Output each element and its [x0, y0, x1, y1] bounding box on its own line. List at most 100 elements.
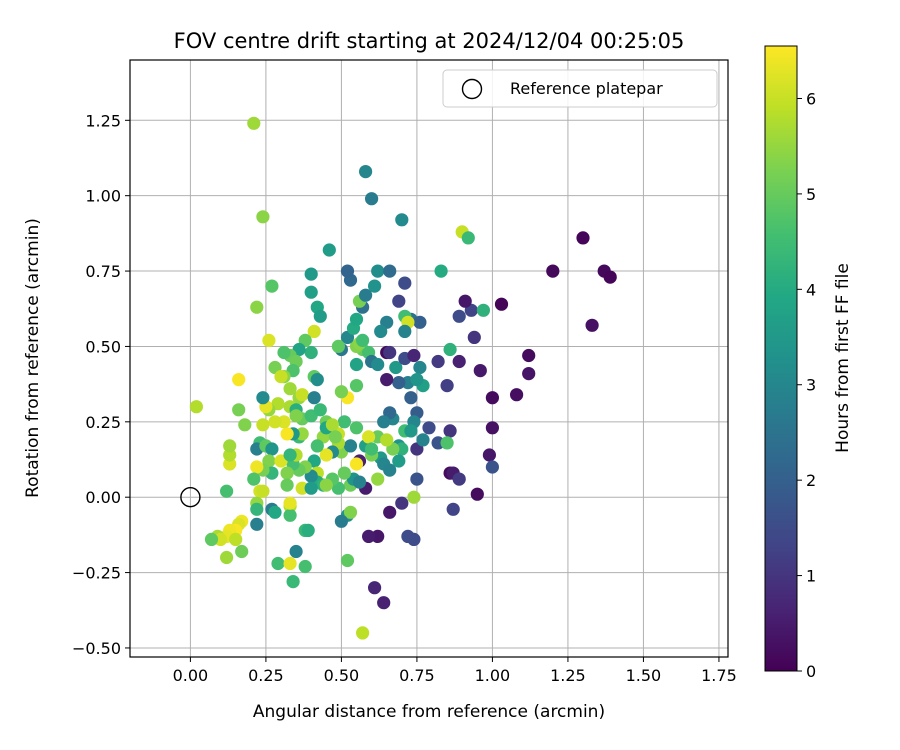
legend-box — [442, 69, 718, 108]
legend-entry-reference: Reference platepar — [510, 79, 663, 98]
data-point — [340, 553, 355, 568]
data-point — [307, 324, 321, 338]
data-point — [331, 339, 345, 353]
data-point — [334, 514, 348, 528]
reference-platepar-marker — [180, 486, 201, 508]
data-point — [340, 264, 355, 278]
data-point — [356, 626, 370, 640]
data-point — [452, 354, 466, 369]
data-point — [256, 391, 270, 405]
data-point — [268, 415, 282, 429]
data-point — [404, 391, 418, 405]
y-tick-label: −0.25 — [72, 564, 121, 583]
data-point — [407, 532, 421, 547]
data-point — [352, 475, 367, 489]
data-point — [265, 442, 279, 456]
data-point — [280, 478, 294, 492]
data-point — [295, 427, 309, 441]
colorbar: 0 1 2 3 4 5 6 Hours from first FF file — [764, 45, 853, 681]
x-tick-label: 0.25 — [248, 666, 284, 685]
data-point — [307, 391, 321, 405]
data-point — [220, 484, 234, 498]
data-point — [443, 342, 457, 357]
data-point — [434, 264, 448, 278]
y-tick-label: 1.25 — [85, 111, 121, 130]
data-point — [277, 345, 291, 360]
data-point — [389, 360, 403, 375]
data-point — [446, 502, 460, 516]
data-point — [422, 421, 436, 435]
data-point — [359, 165, 373, 179]
data-point — [546, 264, 560, 278]
data-point — [256, 418, 270, 432]
data-point — [416, 433, 430, 447]
data-point — [365, 192, 379, 206]
data-point — [250, 502, 264, 516]
data-point — [371, 357, 385, 372]
data-point — [413, 315, 427, 329]
data-point — [522, 348, 536, 363]
data-point — [235, 544, 249, 559]
colorbar-tick-label: 2 — [806, 471, 816, 490]
data-point — [289, 544, 303, 559]
data-point — [485, 421, 499, 435]
data-point — [392, 294, 406, 308]
data-point — [301, 523, 315, 538]
data-points — [189, 116, 617, 640]
data-point — [334, 385, 348, 399]
data-point — [313, 403, 327, 417]
data-point — [356, 333, 370, 347]
x-tick-label: 1.75 — [701, 666, 737, 685]
y-tick-label: 0.50 — [85, 337, 121, 356]
data-point — [359, 288, 373, 302]
data-point — [440, 436, 454, 450]
x-tick-label: 0.75 — [399, 666, 435, 685]
data-point — [461, 231, 475, 245]
data-point — [229, 532, 243, 547]
data-point — [349, 379, 364, 393]
data-point — [383, 345, 397, 360]
colorbar-tick-label: 0 — [806, 662, 816, 681]
x-axis-label: Angular distance from reference (arcmin) — [253, 702, 605, 722]
data-point — [247, 472, 261, 486]
data-point — [407, 348, 421, 363]
data-point — [398, 324, 412, 338]
data-point — [313, 309, 327, 323]
data-point — [410, 472, 424, 486]
data-point — [371, 472, 385, 486]
data-point — [377, 596, 391, 610]
data-point — [407, 490, 421, 504]
data-point — [274, 370, 288, 384]
data-point — [250, 300, 264, 314]
data-point — [232, 373, 246, 387]
data-point — [576, 231, 590, 245]
data-point — [349, 457, 364, 471]
data-point — [431, 354, 445, 369]
data-point — [603, 270, 617, 284]
colorbar-gradient — [764, 45, 798, 672]
data-point — [443, 424, 457, 438]
data-point — [280, 466, 294, 480]
data-point — [304, 481, 318, 495]
data-point — [283, 382, 297, 396]
colorbar-label: Hours from first FF file — [833, 263, 853, 453]
x-tick-label: 0.00 — [173, 666, 209, 685]
data-point — [383, 505, 397, 519]
data-point — [319, 448, 333, 462]
x-tick-label: 0.50 — [324, 666, 360, 685]
data-point — [377, 415, 391, 429]
data-point — [522, 367, 536, 381]
data-point — [585, 318, 599, 332]
grid-lines — [130, 60, 728, 657]
data-point — [494, 297, 509, 311]
y-tick-label: 0.25 — [85, 413, 121, 432]
data-point — [349, 421, 364, 435]
y-axis-ticks: −0.50 −0.25 0.00 0.25 0.50 0.75 1.00 1.25 — [72, 111, 130, 658]
x-tick-label: 1.00 — [475, 666, 511, 685]
data-point — [404, 424, 418, 438]
data-point — [509, 388, 524, 402]
colorbar-tick-label: 3 — [806, 376, 816, 395]
data-point — [413, 360, 427, 375]
x-tick-label: 1.50 — [626, 666, 662, 685]
data-point — [283, 556, 297, 571]
